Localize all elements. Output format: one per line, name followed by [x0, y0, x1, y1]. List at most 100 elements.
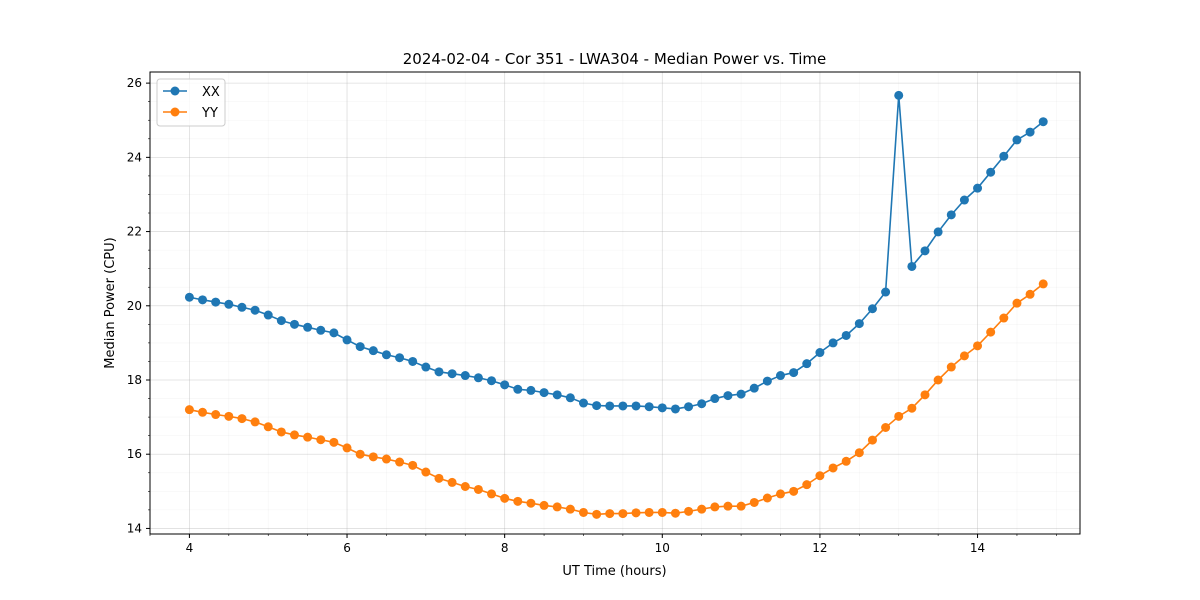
data-point-xx	[592, 401, 602, 411]
data-point-yy	[316, 435, 326, 445]
data-point-yy	[867, 435, 877, 445]
y-tick-label: 14	[127, 521, 142, 535]
data-point-xx	[355, 342, 365, 352]
x-axis-label: UT Time (hours)	[562, 564, 666, 579]
data-point-xx	[605, 401, 615, 411]
data-point-yy	[815, 471, 825, 481]
data-point-yy	[578, 507, 588, 517]
data-point-xx	[316, 325, 326, 335]
data-point-xx	[421, 362, 431, 372]
data-point-yy	[355, 449, 365, 459]
data-point-xx	[973, 183, 983, 193]
data-point-xx	[1025, 127, 1035, 137]
data-point-xx	[289, 319, 299, 329]
y-tick-label: 20	[127, 299, 142, 313]
data-point-yy	[1038, 279, 1048, 289]
data-point-yy	[789, 486, 799, 496]
data-point-yy	[1012, 298, 1022, 308]
plot-frame	[149, 71, 1081, 535]
data-point-xx	[395, 353, 405, 363]
x-tick-label: 10	[655, 541, 670, 555]
data-point-xx	[946, 210, 956, 220]
data-point-xx	[841, 330, 851, 340]
legend-marker-xx	[170, 86, 180, 96]
x-tick-label: 8	[501, 541, 509, 555]
x-tick-label: 12	[812, 541, 827, 555]
x-tick-label: 6	[343, 541, 351, 555]
data-point-xx	[657, 403, 667, 413]
data-point-xx	[815, 348, 825, 358]
data-point-yy	[605, 509, 615, 519]
data-point-xx	[1038, 117, 1048, 127]
data-point-xx	[762, 376, 772, 386]
data-point-yy	[723, 501, 733, 511]
data-point-xx	[513, 384, 523, 394]
data-point-yy	[473, 484, 483, 494]
data-point-xx	[368, 346, 378, 356]
data-point-yy	[447, 477, 457, 487]
y-tick-label: 22	[127, 225, 142, 239]
data-point-xx	[959, 195, 969, 205]
data-point-yy	[303, 432, 313, 442]
data-point-xx	[881, 287, 891, 297]
data-point-yy	[381, 454, 391, 464]
data-point-xx	[342, 335, 352, 345]
data-point-yy	[487, 489, 497, 499]
data-point-xx	[381, 350, 391, 360]
data-point-xx	[329, 328, 339, 338]
y-axis-label: Median Power (CPU)	[103, 237, 118, 368]
data-point-xx	[447, 369, 457, 379]
chart-title: 2024-02-04 - Cor 351 - LWA304 - Median P…	[403, 50, 827, 68]
data-point-yy	[973, 341, 983, 351]
data-point-xx	[999, 151, 1009, 161]
data-point-xx	[526, 385, 536, 395]
data-point-xx	[644, 402, 654, 412]
data-point-xx	[631, 401, 641, 411]
data-point-xx	[224, 299, 234, 309]
data-point-yy	[776, 489, 786, 499]
data-point-yy	[631, 508, 641, 518]
data-point-yy	[368, 452, 378, 462]
legend: XX YY	[156, 78, 226, 127]
data-point-yy	[198, 407, 208, 417]
data-point-yy	[592, 509, 602, 519]
data-point-xx	[907, 261, 917, 271]
legend-label-xx: XX	[202, 85, 220, 100]
data-point-yy	[224, 411, 234, 421]
data-point-yy	[211, 410, 221, 420]
data-point-xx	[894, 90, 904, 100]
data-point-yy	[644, 507, 654, 517]
data-point-yy	[710, 502, 720, 512]
data-point-yy	[854, 448, 864, 458]
data-point-yy	[408, 460, 418, 470]
data-point-yy	[395, 457, 405, 467]
data-point-xx	[749, 383, 759, 393]
data-point-xx	[776, 371, 786, 381]
data-point-xx	[697, 399, 707, 409]
data-point-xx	[539, 388, 549, 398]
data-point-yy	[342, 443, 352, 453]
data-point-yy	[460, 482, 470, 492]
data-point-yy	[618, 509, 628, 519]
data-point-yy	[565, 504, 575, 514]
data-point-yy	[907, 403, 917, 413]
data-point-xx	[237, 302, 247, 312]
data-point-yy	[552, 502, 562, 512]
data-point-yy	[946, 362, 956, 372]
data-point-xx	[828, 338, 838, 348]
series-layer	[184, 90, 1048, 519]
data-point-yy	[697, 504, 707, 514]
legend-label-yy: YY	[201, 106, 218, 121]
data-point-xx	[618, 401, 628, 411]
data-point-xx	[710, 394, 720, 404]
data-point-xx	[487, 376, 497, 386]
data-point-xx	[500, 380, 510, 390]
data-point-yy	[999, 313, 1009, 323]
data-point-xx	[434, 367, 444, 377]
data-point-yy	[933, 375, 943, 385]
data-point-yy	[539, 500, 549, 510]
data-point-xx	[854, 319, 864, 329]
data-point-xx	[408, 356, 418, 366]
data-point-yy	[263, 422, 273, 432]
data-point-xx	[211, 297, 221, 307]
